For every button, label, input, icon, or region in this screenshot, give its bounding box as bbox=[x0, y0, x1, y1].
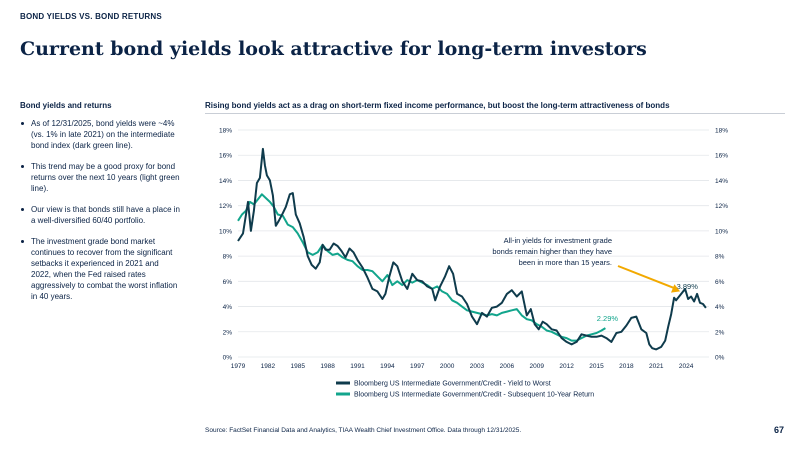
eyebrow-label: BOND YIELDS VS. BOND RETURNS bbox=[20, 12, 162, 21]
x-tick-label: 1982 bbox=[261, 363, 276, 370]
bullet-item: Our view is that bonds still have a plac… bbox=[20, 204, 180, 226]
subsequent-return-line bbox=[237, 193, 606, 342]
x-tick-label: 1997 bbox=[410, 363, 425, 370]
page-number: 67 bbox=[773, 425, 784, 435]
x-tick-label: 1979 bbox=[231, 363, 246, 370]
y-tick-label-left: 12% bbox=[219, 203, 232, 210]
bullet-item: As of 12/31/2025, bond yields were ~4% (… bbox=[20, 118, 180, 151]
bullet-item: This trend may be a good proxy for bond … bbox=[20, 161, 180, 194]
chart-heading-divider bbox=[205, 113, 785, 114]
x-tick-label: 2021 bbox=[649, 363, 664, 370]
y-tick-label-right: 16% bbox=[715, 153, 728, 160]
x-tick-label: 2018 bbox=[619, 363, 634, 370]
y-tick-label-right: 8% bbox=[715, 254, 725, 261]
annotation-text: All-in yields for investment grade bonds … bbox=[492, 236, 612, 267]
x-tick-label: 2000 bbox=[440, 363, 455, 370]
annotation-arrow bbox=[617, 265, 676, 290]
y-tick-label-left: 6% bbox=[223, 279, 233, 286]
x-tick-label: 2012 bbox=[559, 363, 574, 370]
y-tick-label-left: 18% bbox=[219, 128, 232, 135]
x-tick-label: 1985 bbox=[291, 363, 306, 370]
sidebar-bullet-list: As of 12/31/2025, bond yields were ~4% (… bbox=[20, 118, 180, 312]
page-title: Current bond yields look attractive for … bbox=[20, 38, 647, 60]
bullet-item: The investment grade bond market continu… bbox=[20, 236, 180, 302]
y-tick-label-right: 0% bbox=[715, 355, 725, 362]
x-tick-label: 1991 bbox=[350, 363, 365, 370]
source-note: Source: FactSet Financial Data and Analy… bbox=[205, 427, 522, 434]
y-tick-label-left: 16% bbox=[219, 153, 232, 160]
sidebar-heading: Bond yields and returns bbox=[20, 101, 112, 110]
y-tick-label-left: 4% bbox=[223, 304, 233, 311]
x-tick-label: 2009 bbox=[529, 363, 544, 370]
x-tick-label: 2006 bbox=[500, 363, 515, 370]
x-tick-label: 2024 bbox=[679, 363, 694, 370]
legend-label: Bloomberg US Intermediate Government/Cre… bbox=[354, 392, 594, 399]
bond-yield-chart: 0% 0% 2% 2% 4% 4% 6% 6% 8% 8% 10% 10% 12% 12% 14% 14% 16… bbox=[219, 128, 728, 399]
y-tick-label-right: 2% bbox=[715, 329, 725, 336]
end-label-yield: 3.89% bbox=[677, 282, 699, 291]
annotation-arrowhead bbox=[671, 284, 681, 293]
y-tick-label-right: 12% bbox=[715, 203, 728, 210]
yield-to-worst-line bbox=[237, 147, 707, 351]
y-tick-label-left: 10% bbox=[219, 228, 232, 235]
y-tick-label-right: 18% bbox=[715, 128, 728, 135]
y-tick-label-right: 10% bbox=[715, 228, 728, 235]
x-tick-label: 1988 bbox=[320, 363, 335, 370]
x-tick-label: 1994 bbox=[380, 363, 395, 370]
y-tick-label-left: 2% bbox=[223, 329, 233, 336]
end-label-return: 2.29% bbox=[597, 314, 619, 323]
y-tick-label-left: 0% bbox=[223, 355, 233, 362]
legend-label: Bloomberg US Intermediate Government/Cre… bbox=[354, 381, 551, 388]
x-tick-label: 2003 bbox=[470, 363, 485, 370]
y-tick-label-left: 8% bbox=[223, 254, 233, 261]
y-tick-label-right: 14% bbox=[715, 178, 728, 185]
y-tick-label-right: 6% bbox=[715, 279, 725, 286]
chart-heading: Rising bond yields act as a drag on shor… bbox=[205, 101, 670, 110]
y-tick-label-right: 4% bbox=[715, 304, 725, 311]
y-tick-label-left: 14% bbox=[219, 178, 232, 185]
x-tick-label: 2015 bbox=[589, 363, 604, 370]
